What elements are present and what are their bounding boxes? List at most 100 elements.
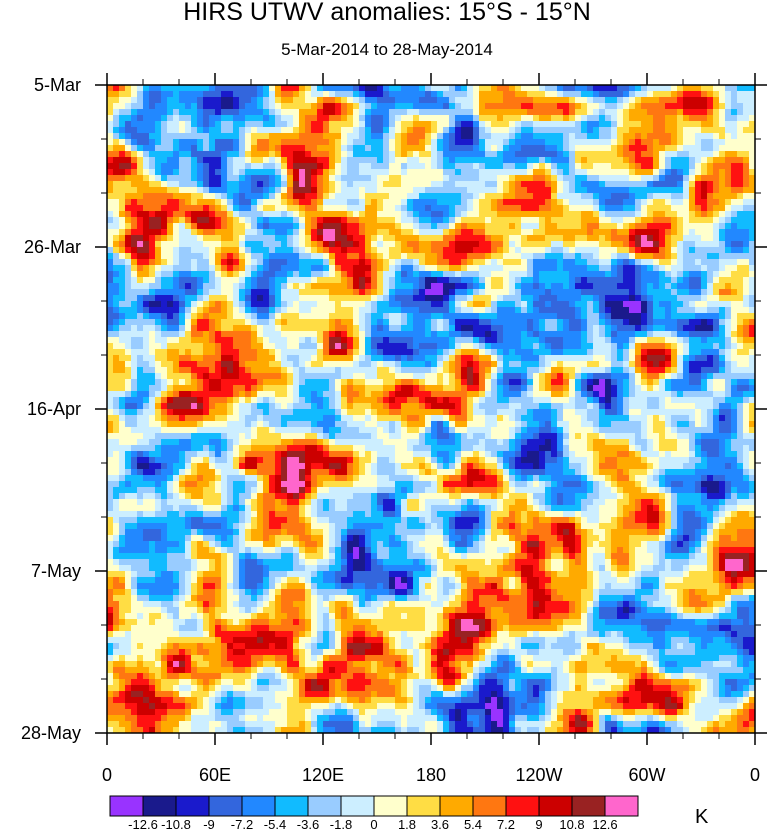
heatmap-cell xyxy=(371,451,378,458)
heatmap-cell xyxy=(449,301,456,308)
heatmap-cell xyxy=(275,505,288,512)
heatmap-cell xyxy=(371,535,390,542)
heatmap-cell xyxy=(575,181,582,188)
heatmap-cell xyxy=(335,385,342,392)
heatmap-cell xyxy=(203,307,210,314)
heatmap-cell xyxy=(497,361,504,368)
heatmap-cell xyxy=(719,103,726,110)
heatmap-cell xyxy=(371,547,378,554)
heatmap-cell xyxy=(731,535,738,542)
heatmap-cell xyxy=(209,385,222,392)
heatmap-cell xyxy=(383,541,390,548)
heatmap-cell xyxy=(605,379,612,386)
heatmap-cell xyxy=(545,511,564,518)
heatmap-cell xyxy=(119,253,126,260)
heatmap-cell xyxy=(677,523,684,530)
heatmap-cell xyxy=(263,409,270,416)
heatmap-cell xyxy=(563,433,570,440)
heatmap-cell xyxy=(449,229,456,236)
heatmap-cell xyxy=(179,361,198,368)
heatmap-cell xyxy=(389,175,402,182)
heatmap-cell xyxy=(107,253,114,260)
heatmap-cell xyxy=(365,205,378,212)
heatmap-cell xyxy=(305,193,318,200)
heatmap-cell xyxy=(197,121,204,128)
heatmap-cell xyxy=(365,259,372,266)
heatmap-cell xyxy=(557,319,564,326)
heatmap-cell xyxy=(689,451,696,458)
heatmap-cell xyxy=(107,535,114,542)
heatmap-cell xyxy=(359,241,366,248)
heatmap-cell xyxy=(191,337,210,344)
heatmap-cell xyxy=(335,439,384,446)
heatmap-cell xyxy=(473,361,480,368)
heatmap-cell xyxy=(641,241,654,248)
heatmap-cell xyxy=(131,85,138,92)
heatmap-cell xyxy=(251,283,258,290)
heatmap-cell xyxy=(539,343,546,350)
heatmap-cell xyxy=(323,349,330,356)
heatmap-cell xyxy=(383,91,390,98)
heatmap-cell xyxy=(203,145,210,152)
heatmap-cell xyxy=(731,433,738,440)
heatmap-cell xyxy=(479,109,528,116)
heatmap-cell xyxy=(473,415,486,422)
heatmap-cell xyxy=(569,439,588,446)
heatmap-cell xyxy=(131,91,138,98)
heatmap-cell xyxy=(449,529,456,536)
heatmap-cell xyxy=(287,343,300,350)
heatmap-cell xyxy=(641,343,666,350)
heatmap-cell xyxy=(287,529,306,536)
heatmap-cell xyxy=(719,259,738,266)
heatmap-cell xyxy=(539,367,546,374)
heatmap-cell xyxy=(365,469,372,476)
heatmap-cell xyxy=(629,163,636,170)
heatmap-cell xyxy=(743,127,755,134)
heatmap-cell xyxy=(191,373,198,380)
heatmap-cell xyxy=(383,439,408,446)
heatmap-cell xyxy=(701,517,708,524)
heatmap-cell xyxy=(671,499,678,506)
heatmap-cell xyxy=(197,319,210,326)
heatmap-cell xyxy=(431,391,468,398)
heatmap-cell xyxy=(641,361,648,368)
heatmap-cell xyxy=(701,535,708,542)
heatmap-cell xyxy=(587,469,594,476)
heatmap-cell xyxy=(443,163,456,170)
heatmap-cell xyxy=(683,265,702,272)
heatmap-cell xyxy=(317,169,324,176)
heatmap-cell xyxy=(593,373,612,380)
heatmap-cell xyxy=(449,241,456,248)
heatmap-cell xyxy=(641,283,648,290)
heatmap-cell xyxy=(509,187,516,194)
heatmap-cell xyxy=(449,373,456,380)
heatmap-cell xyxy=(377,349,384,356)
heatmap-cell xyxy=(521,445,540,452)
heatmap-cell xyxy=(623,511,630,518)
heatmap-cell xyxy=(107,283,120,290)
heatmap-cell xyxy=(401,205,408,212)
heatmap-cell xyxy=(233,91,258,98)
heatmap-cell xyxy=(539,385,546,392)
heatmap-cell xyxy=(743,283,750,290)
heatmap-cell xyxy=(581,535,588,542)
heatmap-cell xyxy=(239,253,246,260)
heatmap-cell xyxy=(677,181,684,188)
heatmap-cell xyxy=(125,421,138,428)
heatmap-cell xyxy=(311,505,318,512)
heatmap-cell xyxy=(149,547,156,554)
heatmap-cell xyxy=(119,241,126,248)
heatmap-cell xyxy=(167,301,174,308)
heatmap-cell xyxy=(335,301,342,308)
heatmap-cell xyxy=(569,199,594,206)
heatmap-cell xyxy=(335,325,348,332)
heatmap-cell xyxy=(665,421,672,428)
heatmap-cell xyxy=(407,133,426,140)
heatmap-cell xyxy=(635,343,642,350)
heatmap-cell xyxy=(185,541,192,548)
heatmap-cell xyxy=(629,97,636,104)
heatmap-cell xyxy=(125,451,132,458)
heatmap-cell xyxy=(683,115,690,122)
heatmap-cell xyxy=(341,547,348,554)
heatmap-cell xyxy=(353,109,360,116)
